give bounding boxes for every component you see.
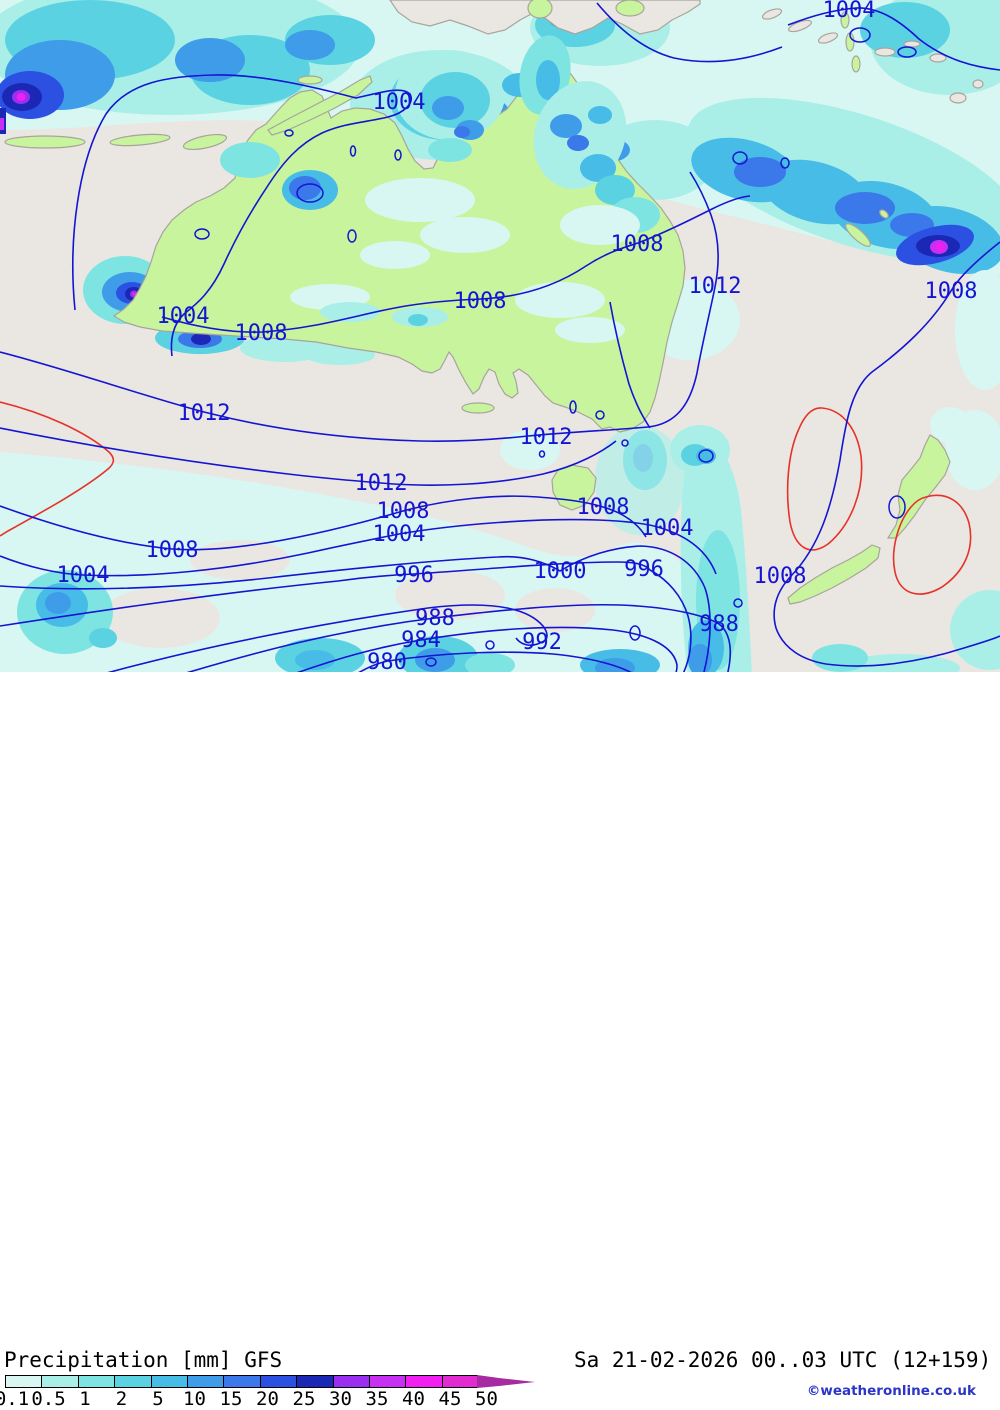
legend-color-box bbox=[368, 1375, 406, 1388]
caption-bar: Precipitation [mm] GFS Sa 21-02-2026 00.… bbox=[0, 672, 1000, 1410]
isobar-label: 1008 bbox=[925, 279, 978, 304]
map-datetime: Sa 21-02-2026 00..03 UTC (12+159) bbox=[574, 1348, 992, 1372]
legend-color-box bbox=[223, 1375, 260, 1388]
legend-value: 15 bbox=[219, 1388, 243, 1410]
legend-value: 35 bbox=[365, 1388, 389, 1410]
isobar-blue-layer bbox=[0, 2, 1000, 672]
legend-value: 2 bbox=[115, 1388, 128, 1410]
legend-value: 50 bbox=[475, 1388, 498, 1410]
legend-value: 0.1 bbox=[0, 1388, 30, 1410]
isobar-label: 980 bbox=[367, 650, 407, 672]
isobar-label: 1004 bbox=[157, 304, 210, 329]
isobar-red-layer bbox=[0, 401, 972, 595]
map-title: Precipitation [mm] GFS bbox=[4, 1348, 283, 1372]
legend-value: 45 bbox=[438, 1388, 462, 1410]
isobar-label: 1008 bbox=[235, 321, 288, 346]
isobar-label: 1008 bbox=[454, 289, 507, 314]
isobar-label: 1004 bbox=[373, 90, 426, 115]
png-land-patch bbox=[527, 0, 553, 19]
png-land-patch bbox=[615, 0, 645, 17]
precipitation-legend: 0.1 0.5 1 2 5 10 15 20 25 30 35 40 45 50 bbox=[0, 1375, 565, 1410]
isobar-label: 988 bbox=[415, 606, 455, 631]
legend-color-box bbox=[150, 1375, 187, 1388]
map-canvas: 1004 1004 1008 1012 1008 1008 1004 1008 … bbox=[0, 0, 1000, 672]
legend-color-box bbox=[114, 1375, 151, 1388]
isobar-labels-layer: 1004 1004 1008 1012 1008 1008 1004 1008 … bbox=[57, 0, 978, 672]
isobar-label: 1000 bbox=[534, 559, 587, 584]
vanuatu-islands bbox=[840, 11, 861, 73]
solomon-islands bbox=[761, 8, 947, 63]
legend-color-box bbox=[332, 1375, 369, 1388]
legend-values: 0.1 0.5 1 2 5 10 15 20 25 30 35 40 45 50 bbox=[0, 1388, 560, 1410]
java-island bbox=[4, 135, 86, 149]
isobar-label: 1008 bbox=[754, 564, 807, 589]
sumba-island bbox=[182, 133, 228, 151]
new-caledonia bbox=[845, 223, 871, 247]
legend-value: 40 bbox=[402, 1388, 425, 1410]
nz-south-island bbox=[787, 544, 881, 605]
loyalty-islands bbox=[879, 209, 889, 219]
legend-value: 10 bbox=[183, 1388, 206, 1410]
isobar-label: 1004 bbox=[823, 0, 876, 23]
isobar-label: 996 bbox=[624, 557, 664, 582]
isobar-label: 988 bbox=[699, 612, 739, 637]
weather-map-svg: 1004 1004 1008 1012 1008 1008 1004 1008 … bbox=[0, 0, 1000, 672]
legend-color-box bbox=[41, 1375, 78, 1388]
isobar-label: 1008 bbox=[577, 495, 630, 520]
isobar-label: 1004 bbox=[373, 522, 426, 547]
legend-color-box bbox=[441, 1375, 479, 1388]
legend-color-box bbox=[186, 1375, 224, 1388]
legend-value: 5 bbox=[152, 1388, 164, 1410]
isobar-label: 1008 bbox=[377, 499, 430, 524]
kangaroo-island bbox=[461, 402, 495, 414]
isobar-small-loops bbox=[194, 27, 917, 667]
legend-value: 30 bbox=[329, 1388, 352, 1410]
isobar-label: 984 bbox=[401, 628, 441, 653]
melville-island bbox=[297, 75, 323, 85]
isobar-label: 1008 bbox=[611, 232, 664, 257]
legend-value: 0.5 bbox=[31, 1388, 66, 1410]
legend-value: 1 bbox=[79, 1388, 91, 1410]
isobar-label: 1012 bbox=[520, 425, 573, 450]
legend-overflow-arrow bbox=[477, 1375, 535, 1388]
legend-color-box bbox=[296, 1375, 333, 1388]
isobar-label: 1004 bbox=[57, 563, 110, 588]
legend-color-box bbox=[77, 1375, 115, 1388]
legend-color-box bbox=[5, 1375, 42, 1388]
legend-color-box bbox=[259, 1375, 297, 1388]
flores-island bbox=[109, 133, 171, 147]
isobar-label: 996 bbox=[394, 563, 434, 588]
copyright-text: ©weatheronline.co.uk bbox=[806, 1383, 976, 1399]
isobar-label: 1004 bbox=[641, 516, 694, 541]
legend-color-scale bbox=[5, 1375, 479, 1388]
isobar-label: 992 bbox=[522, 630, 562, 655]
fiji-islands bbox=[949, 79, 984, 104]
isobar-label: 1012 bbox=[355, 471, 408, 496]
isobar-label: 1012 bbox=[178, 401, 231, 426]
isobar-label: 1012 bbox=[689, 274, 742, 299]
legend-value: 25 bbox=[292, 1388, 316, 1410]
legend-color-box bbox=[405, 1375, 442, 1388]
precip-land-layer bbox=[220, 35, 660, 343]
legend-value: 20 bbox=[256, 1388, 279, 1410]
isobar-label: 1008 bbox=[146, 538, 199, 563]
